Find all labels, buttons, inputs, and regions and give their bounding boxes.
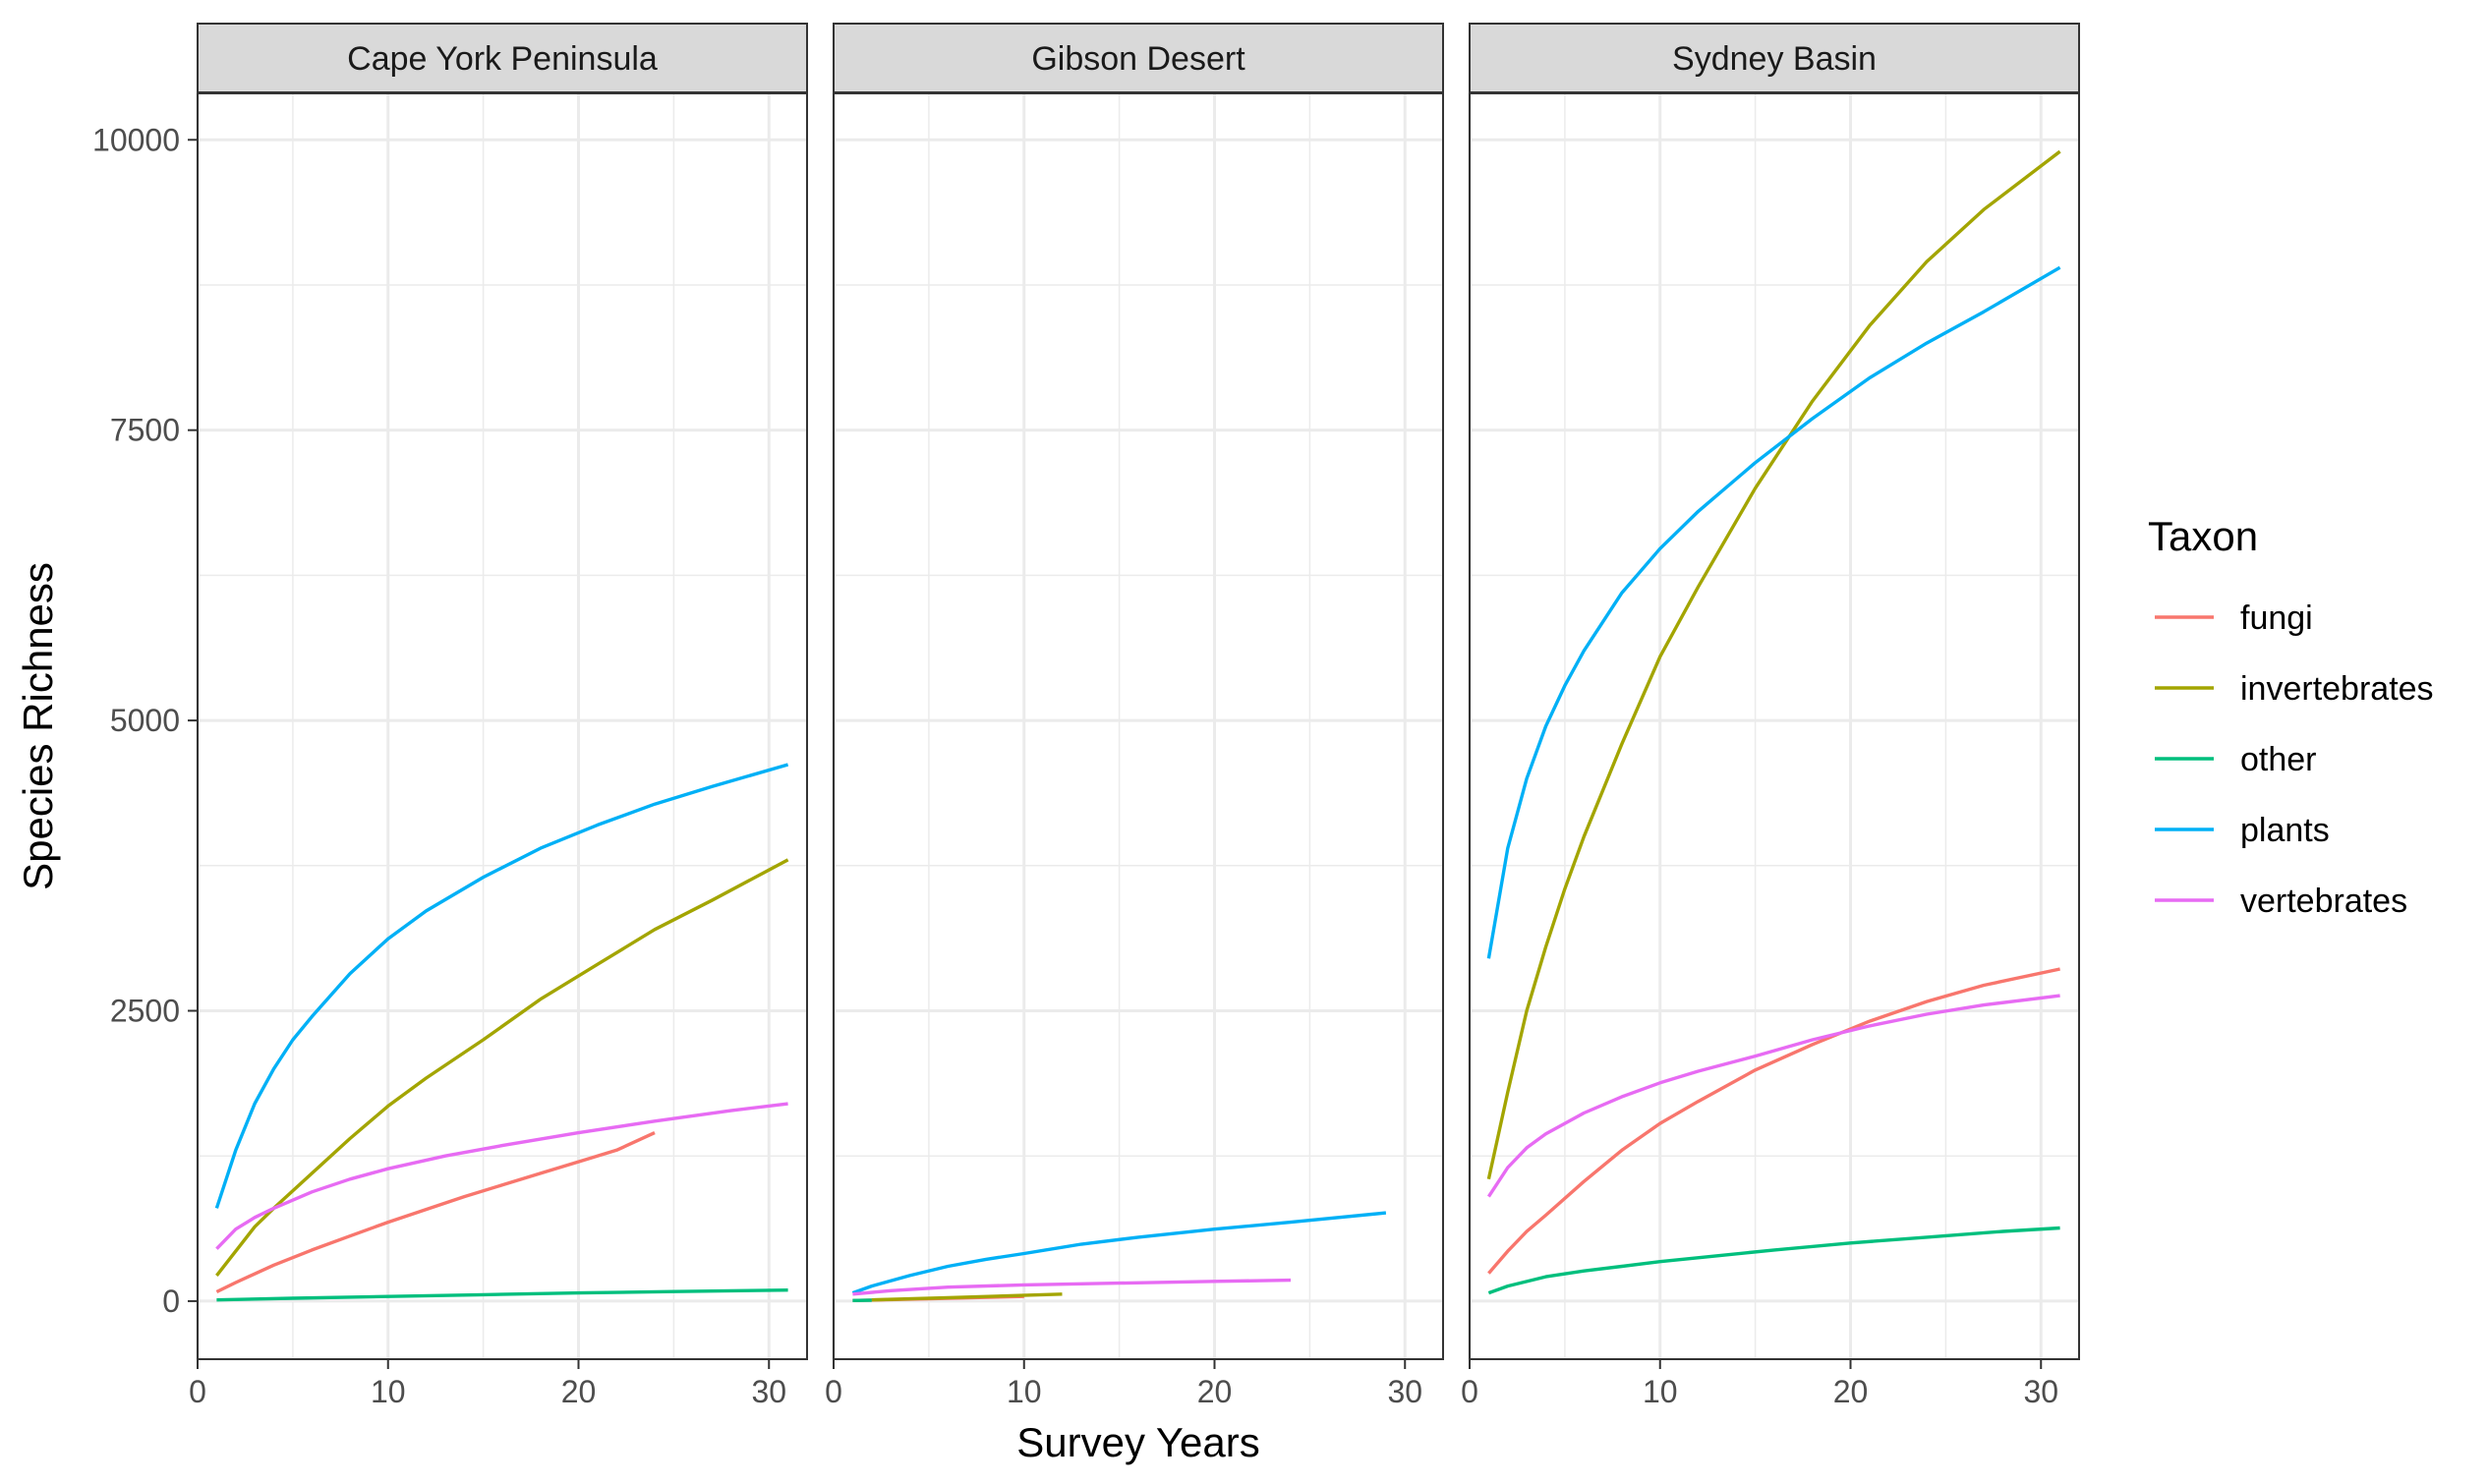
series-line-invertebrates-cape-york-peninsula (215, 858, 789, 1277)
y-tick-label: 7500 (110, 413, 180, 448)
facet-title-gibson-desert: Gibson Desert (1031, 40, 1245, 78)
series-line-plants-cape-york-peninsula (214, 763, 789, 1209)
facet-strip-sydney-basin (1469, 23, 2080, 93)
series-line-invertebrates-gibson-desert (871, 1292, 1063, 1302)
x-tick-label: 0 (825, 1374, 842, 1409)
legend-title: Taxon (2148, 513, 2258, 559)
facet-panel-gibson-desert: Gibson Desert 0 10 20 30 (825, 23, 1444, 1409)
y-axis-title: Species Richness (15, 562, 61, 890)
x-tick-label: 30 (1387, 1374, 1422, 1409)
x-tick-label: 20 (1833, 1374, 1869, 1409)
facet-strip-cape-york-peninsula (197, 23, 808, 93)
panel-border (1469, 92, 2080, 1360)
y-tick-label: 5000 (110, 703, 180, 738)
plot-background (834, 93, 1443, 1359)
legend-label-invertebrates: invertebrates (2240, 670, 2434, 708)
plot-background (198, 93, 807, 1359)
legend-label-other: other (2240, 741, 2317, 778)
x-tick-label: 10 (1643, 1374, 1678, 1409)
x-tick-label: 20 (561, 1374, 597, 1409)
facet-panel-sydney-basin: Sydney Basin 0 10 20 30 (1461, 23, 2080, 1409)
series-line-other-cape-york-peninsula (216, 1288, 788, 1302)
panel-border (833, 92, 1444, 1360)
x-tick-label: 10 (371, 1374, 406, 1409)
x-tick-label: 0 (1461, 1374, 1478, 1409)
series-line-fungi-cape-york-peninsula (215, 1131, 656, 1294)
y-tick-label: 0 (162, 1284, 180, 1319)
legend: Taxon fungi invertebrates other plants verteb… (2148, 513, 2434, 920)
x-tick-label: 10 (1007, 1374, 1042, 1409)
x-tick-label: 30 (751, 1374, 786, 1409)
legend-label-plants: plants (2240, 812, 2330, 849)
series-line-vertebrates-sydney-basin (1486, 994, 2060, 1198)
series-line-fungi-sydney-basin (1487, 967, 2060, 1275)
x-tick-label: 0 (189, 1374, 206, 1409)
plot-background (1470, 93, 2079, 1359)
facet-title-sydney-basin: Sydney Basin (1672, 40, 1877, 78)
facet-panel-cape-york-peninsula: Cape York Peninsula 0 10 20 30 0 2500 5000 7500 1… (92, 23, 808, 1409)
series-line-plants-sydney-basin (1486, 265, 2061, 959)
legend-label-vertebrates: vertebrates (2240, 883, 2407, 920)
x-tick-label: 30 (2023, 1374, 2058, 1409)
series-line-plants-gibson-desert (851, 1211, 1387, 1295)
x-axis-title: Survey Years (1016, 1419, 1260, 1465)
series-line-invertebrates-sydney-basin (1486, 149, 2061, 1180)
series-line-vertebrates-cape-york-peninsula (215, 1102, 788, 1250)
x-tick-label: 20 (1197, 1374, 1233, 1409)
legend-label-fungi: fungi (2240, 599, 2313, 637)
y-tick-label: 10000 (92, 122, 180, 157)
series-line-vertebrates-gibson-desert (852, 1278, 1292, 1296)
facet-title-cape-york-peninsula: Cape York Peninsula (347, 40, 658, 78)
series-line-other-sydney-basin (1487, 1226, 2060, 1295)
panel-border (197, 92, 808, 1360)
facet-strip-gibson-desert (833, 23, 1444, 93)
y-tick-label: 2500 (110, 994, 180, 1029)
